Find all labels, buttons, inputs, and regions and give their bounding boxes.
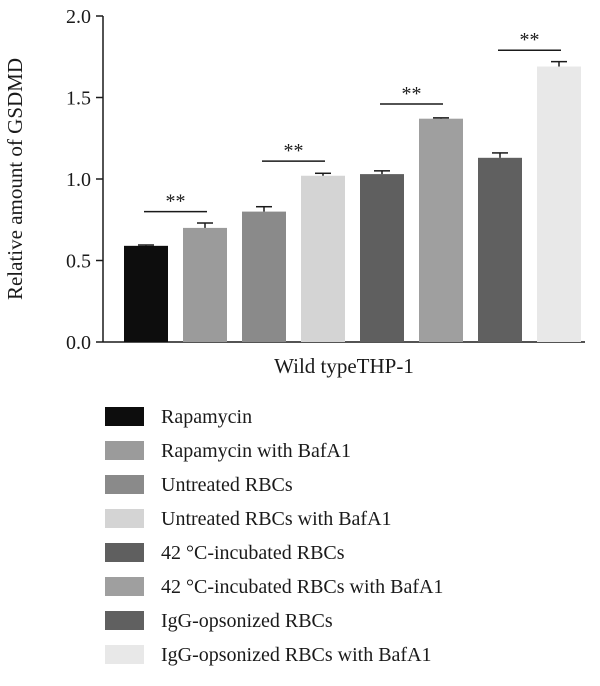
- legend-swatch: [105, 441, 144, 460]
- y-tick-label: 0.5: [66, 251, 91, 273]
- y-tick-label: 2.0: [66, 6, 91, 28]
- x-axis-label: Wild typeTHP-1: [274, 354, 414, 378]
- legend-label: Rapamycin with BafA1: [161, 440, 351, 462]
- y-tick-label: 0.0: [66, 332, 91, 354]
- bar: [360, 174, 404, 342]
- legend-swatch: [105, 645, 144, 664]
- legend-swatch: [105, 611, 144, 630]
- legend-swatch: [105, 577, 144, 596]
- legend-label: 42 °C-incubated RBCs with BafA1: [161, 576, 443, 598]
- bar: [537, 66, 581, 342]
- significance-label: **: [166, 191, 186, 213]
- legend-label: IgG-opsonized RBCs with BafA1: [161, 644, 432, 666]
- bar: [242, 211, 286, 342]
- legend-swatch: [105, 509, 144, 528]
- significance-label: **: [402, 83, 422, 105]
- significance-label: **: [284, 140, 304, 162]
- legend-label: Untreated RBCs: [161, 474, 293, 496]
- bar: [124, 245, 168, 342]
- legend-swatch: [105, 475, 144, 494]
- bar: [419, 118, 463, 342]
- legend-swatch: [105, 407, 144, 426]
- y-tick-label: 1.5: [66, 88, 91, 110]
- legend-label: 42 °C-incubated RBCs: [161, 542, 345, 564]
- legend-swatch: [105, 543, 144, 562]
- bar: [478, 157, 522, 342]
- legend-label: Rapamycin: [161, 406, 252, 428]
- y-axis-title: Relative amount of GSDMD: [3, 58, 27, 300]
- legend-label: IgG-opsonized RBCs: [161, 610, 333, 632]
- significance-label: **: [520, 29, 540, 51]
- bar: [183, 227, 227, 342]
- legend-label: Untreated RBCs with BafA1: [161, 508, 392, 530]
- y-tick-label: 1.0: [66, 169, 91, 191]
- bar: [301, 175, 345, 342]
